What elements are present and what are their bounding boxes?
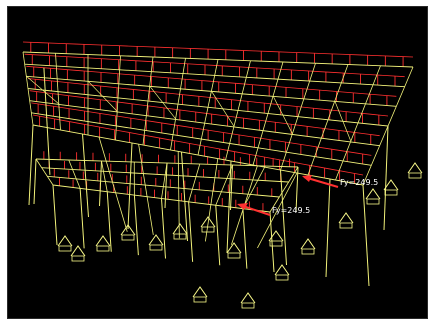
brace-member xyxy=(334,100,352,142)
support-symbol xyxy=(148,234,164,251)
column-member xyxy=(181,151,188,242)
beam-member xyxy=(170,58,186,151)
beam-member xyxy=(269,166,299,213)
beam-member xyxy=(215,164,233,206)
support-symbol xyxy=(268,230,284,247)
beam-member xyxy=(55,53,61,131)
support-symbols xyxy=(57,162,423,309)
column-member xyxy=(295,166,299,213)
force-label-2: Fy=249.5 xyxy=(272,206,310,215)
column-member xyxy=(43,67,51,175)
support-symbol xyxy=(338,212,354,229)
force-label-1: Fy=249.5 xyxy=(340,178,378,187)
beam-member xyxy=(335,65,381,181)
support-symbol xyxy=(120,224,136,241)
column-member xyxy=(188,201,194,262)
column-member xyxy=(33,158,37,205)
brace-member xyxy=(26,75,60,105)
beam-member xyxy=(115,55,121,141)
brace-member xyxy=(149,85,176,120)
column-member xyxy=(383,125,389,231)
column-member xyxy=(133,195,139,256)
column-member xyxy=(79,188,85,249)
beam-member xyxy=(22,51,34,126)
beam-member xyxy=(242,165,266,209)
column-member xyxy=(82,133,89,218)
column-member xyxy=(280,169,287,266)
beam-member xyxy=(68,159,81,189)
support-symbol xyxy=(172,223,188,240)
brace-member xyxy=(98,136,128,232)
brace-member xyxy=(204,158,219,242)
support-symbol xyxy=(383,179,399,196)
brace-member xyxy=(257,172,298,249)
support-symbol xyxy=(200,216,216,233)
load-envelope xyxy=(32,114,364,176)
column-member xyxy=(161,198,166,259)
point-load-arrowhead-2 xyxy=(237,203,248,210)
column-member xyxy=(164,162,168,209)
column-member xyxy=(226,160,232,254)
column-member xyxy=(230,164,233,211)
frame-members xyxy=(22,51,414,287)
beam-member xyxy=(197,59,219,156)
brace-member xyxy=(211,90,235,127)
support-symbol xyxy=(226,242,242,259)
column-member xyxy=(215,205,221,266)
support-symbol xyxy=(70,245,86,262)
beam-member xyxy=(280,63,316,171)
load-envelope xyxy=(31,102,372,156)
column-member xyxy=(99,160,102,207)
beam-member xyxy=(101,160,108,192)
brace-member xyxy=(177,151,180,239)
support-symbol xyxy=(300,238,316,255)
column-member xyxy=(127,142,133,230)
support-symbol xyxy=(192,286,208,303)
beam-member xyxy=(161,162,168,199)
load-envelope xyxy=(29,90,380,137)
beam-member xyxy=(35,158,54,186)
column-member xyxy=(52,184,58,246)
support-symbol xyxy=(274,264,290,281)
support-symbol xyxy=(57,235,73,252)
point-load-callouts: Fy=249.5 Fy=249.5 xyxy=(237,175,378,216)
load-envelope xyxy=(22,41,414,58)
column-member xyxy=(269,211,275,273)
beam-member xyxy=(188,163,201,202)
support-symbol xyxy=(240,292,256,309)
column-member xyxy=(325,178,331,278)
beam-member xyxy=(142,56,154,146)
beam-member xyxy=(225,60,251,161)
brace-member xyxy=(138,144,154,236)
support-symbol xyxy=(365,188,381,205)
column-member xyxy=(242,208,248,269)
brace-member xyxy=(87,80,118,112)
column-member xyxy=(106,191,112,252)
beam-member xyxy=(252,61,284,166)
column-member xyxy=(362,184,370,287)
support-symbol xyxy=(95,235,111,252)
point-load-arrowhead-1 xyxy=(302,175,312,182)
support-symbol xyxy=(407,162,423,179)
structure-3d-view[interactable]: Fy=249.5 Fy=249.5 xyxy=(8,7,427,318)
beam-member xyxy=(307,64,349,176)
structural-model-viewport[interactable]: Fy=249.5 Fy=249.5 xyxy=(7,6,428,319)
column-member xyxy=(28,124,34,206)
brace-member xyxy=(272,95,293,134)
